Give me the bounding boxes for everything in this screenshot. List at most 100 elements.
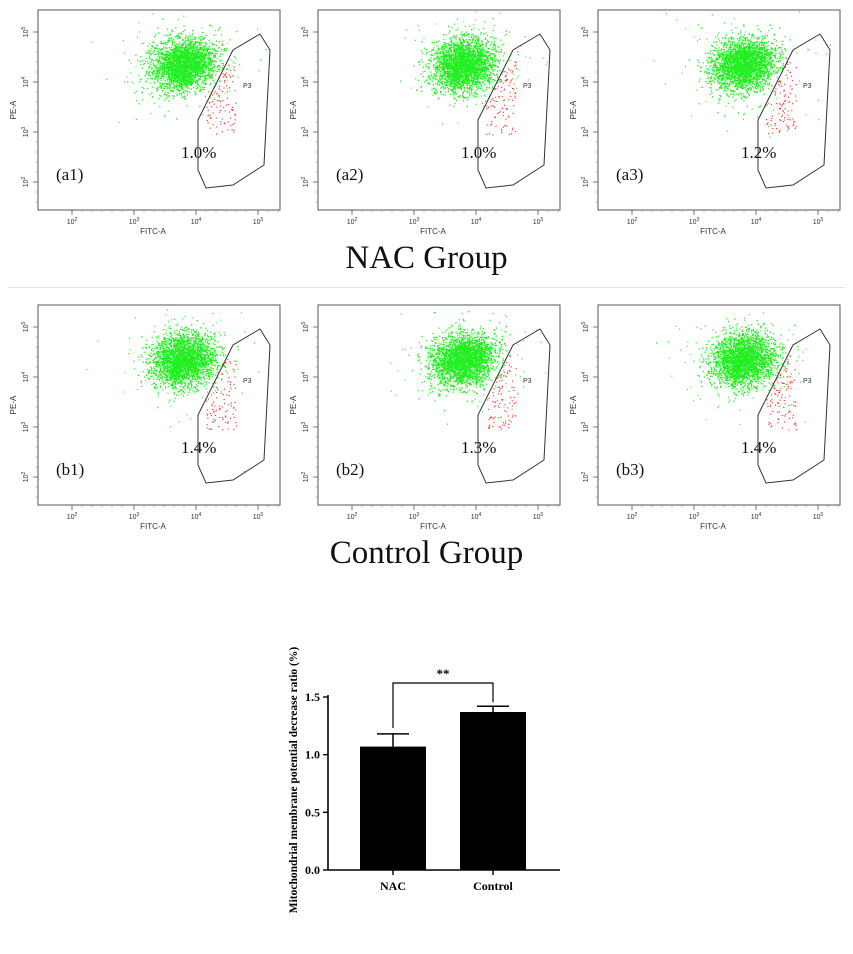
gate-label: P3 — [803, 378, 812, 385]
x-tick-label: 103 — [689, 217, 700, 226]
gate-percent: 1.0% — [461, 143, 496, 162]
x-axis-label: FITC-A — [140, 227, 166, 236]
gate-label: P3 — [523, 83, 532, 90]
x-axis-label: FITC-A — [420, 227, 446, 236]
y-axis-label: PE-A — [9, 100, 18, 119]
bar-control — [460, 711, 526, 870]
x-axis-label: FITC-A — [700, 227, 726, 236]
significance-label: ** — [437, 666, 450, 681]
y-tick-label: 105 — [301, 26, 310, 37]
population-dots — [656, 312, 807, 426]
gate-p3-outline — [757, 33, 831, 189]
x-tick-label: 105 — [813, 512, 824, 521]
panel-label: (a2) — [336, 165, 363, 184]
gate-percent: 1.0% — [181, 143, 216, 162]
y-tick-label: 103 — [21, 421, 30, 432]
gate-percent: 1.2% — [741, 143, 776, 162]
population-dots — [86, 309, 260, 473]
x-tick-label: 102 — [627, 512, 638, 521]
y-tick-label: 102 — [301, 176, 310, 187]
gate-p3-outline — [477, 328, 551, 484]
plot-frame — [597, 9, 841, 211]
gate-label: P3 — [243, 83, 252, 90]
y-tick-label: 102 — [21, 176, 30, 187]
flow-panel-3: 102 103 104 105 102 103 104 105 FITC-A PE-A P3 1.2%… — [569, 9, 841, 236]
separator-line — [8, 287, 845, 288]
x-tick-label: 105 — [533, 512, 544, 521]
panel-label: (b2) — [336, 460, 364, 479]
x-tick-label: 102 — [67, 512, 78, 521]
bar-x-tick-label: Control — [473, 879, 513, 893]
plot-frame — [317, 9, 561, 211]
x-tick-label: 104 — [471, 217, 482, 226]
x-tick-label: 104 — [751, 217, 762, 226]
panel-label: (b3) — [616, 460, 644, 479]
y-tick-label: 104 — [21, 76, 30, 87]
x-tick-label: 103 — [689, 512, 700, 521]
y-tick-label: 104 — [21, 371, 30, 382]
y-tick-label: 102 — [21, 471, 30, 482]
gate-label: P3 — [803, 83, 812, 90]
x-tick-label: 103 — [129, 217, 140, 226]
gate-percent: 1.3% — [461, 438, 496, 457]
y-tick-label: 105 — [21, 26, 30, 37]
x-tick-label: 105 — [253, 217, 264, 226]
x-tick-label: 105 — [533, 217, 544, 226]
panel-label: (a3) — [616, 165, 643, 184]
x-axis-label: FITC-A — [140, 522, 166, 531]
plot-frame — [37, 9, 281, 211]
gate-p3-outline — [477, 33, 551, 189]
bar-y-tick-label: 1.5 — [305, 690, 320, 704]
y-tick-label: 103 — [581, 126, 590, 137]
gate-p3-outline — [197, 33, 271, 189]
y-tick-label: 105 — [581, 26, 590, 37]
y-tick-label: 102 — [581, 176, 590, 187]
x-tick-label: 104 — [751, 512, 762, 521]
flow-panel-5: 102 103 104 105 102 103 104 105 FITC-A PE-A P3 1.3%… — [289, 304, 561, 531]
population-dots — [400, 11, 548, 125]
gate-p3-outline — [197, 328, 271, 484]
bar-x-tick-label: NAC — [380, 879, 406, 893]
x-tick-label: 104 — [191, 512, 202, 521]
y-axis-label: PE-A — [289, 100, 298, 119]
gated-dots — [486, 61, 518, 136]
flow-panel-1: 102 103 104 105 102 103 104 105 FITC-A PE-A P3 1.0%… — [9, 9, 281, 236]
y-axis-label: PE-A — [569, 100, 578, 119]
gated-dots — [487, 355, 517, 430]
y-tick-label: 102 — [301, 471, 310, 482]
gate-percent: 1.4% — [741, 438, 776, 457]
plot-frame — [37, 304, 281, 506]
x-tick-label: 102 — [347, 512, 358, 521]
y-tick-label: 104 — [301, 76, 310, 87]
bar-y-axis-label: Mitochondrial membrane potential decreas… — [288, 647, 300, 914]
y-tick-label: 102 — [581, 471, 590, 482]
y-tick-label: 104 — [301, 371, 310, 382]
y-tick-label: 104 — [581, 76, 590, 87]
x-tick-label: 103 — [129, 512, 140, 521]
bar-y-tick-label: 0.5 — [305, 805, 320, 819]
y-tick-label: 104 — [581, 371, 590, 382]
y-tick-label: 105 — [581, 321, 590, 332]
flow-panel-2: 102 103 104 105 102 103 104 105 FITC-A PE-A P3 1.0%… — [289, 9, 561, 236]
flow-panel-4: 102 103 104 105 102 103 104 105 FITC-A PE-A P3 1.4%… — [9, 304, 281, 531]
y-tick-label: 105 — [301, 321, 310, 332]
panel-label: (b1) — [56, 460, 84, 479]
population-dots — [91, 13, 267, 124]
x-tick-label: 104 — [471, 512, 482, 521]
x-tick-label: 102 — [67, 217, 78, 226]
x-tick-label: 105 — [813, 217, 824, 226]
x-tick-label: 104 — [191, 217, 202, 226]
gate-label: P3 — [523, 378, 532, 385]
x-tick-label: 103 — [409, 512, 420, 521]
flow-panel-6: 102 103 104 105 102 103 104 105 FITC-A PE-A P3 1.4%… — [569, 304, 841, 531]
x-axis-label: FITC-A — [420, 522, 446, 531]
plot-frame — [597, 304, 841, 506]
x-tick-label: 102 — [347, 217, 358, 226]
gate-label: P3 — [243, 378, 252, 385]
gate-percent: 1.4% — [181, 438, 216, 457]
bar-y-tick-label: 1.0 — [305, 748, 320, 762]
bar-nac — [360, 746, 426, 870]
y-tick-label: 103 — [581, 421, 590, 432]
